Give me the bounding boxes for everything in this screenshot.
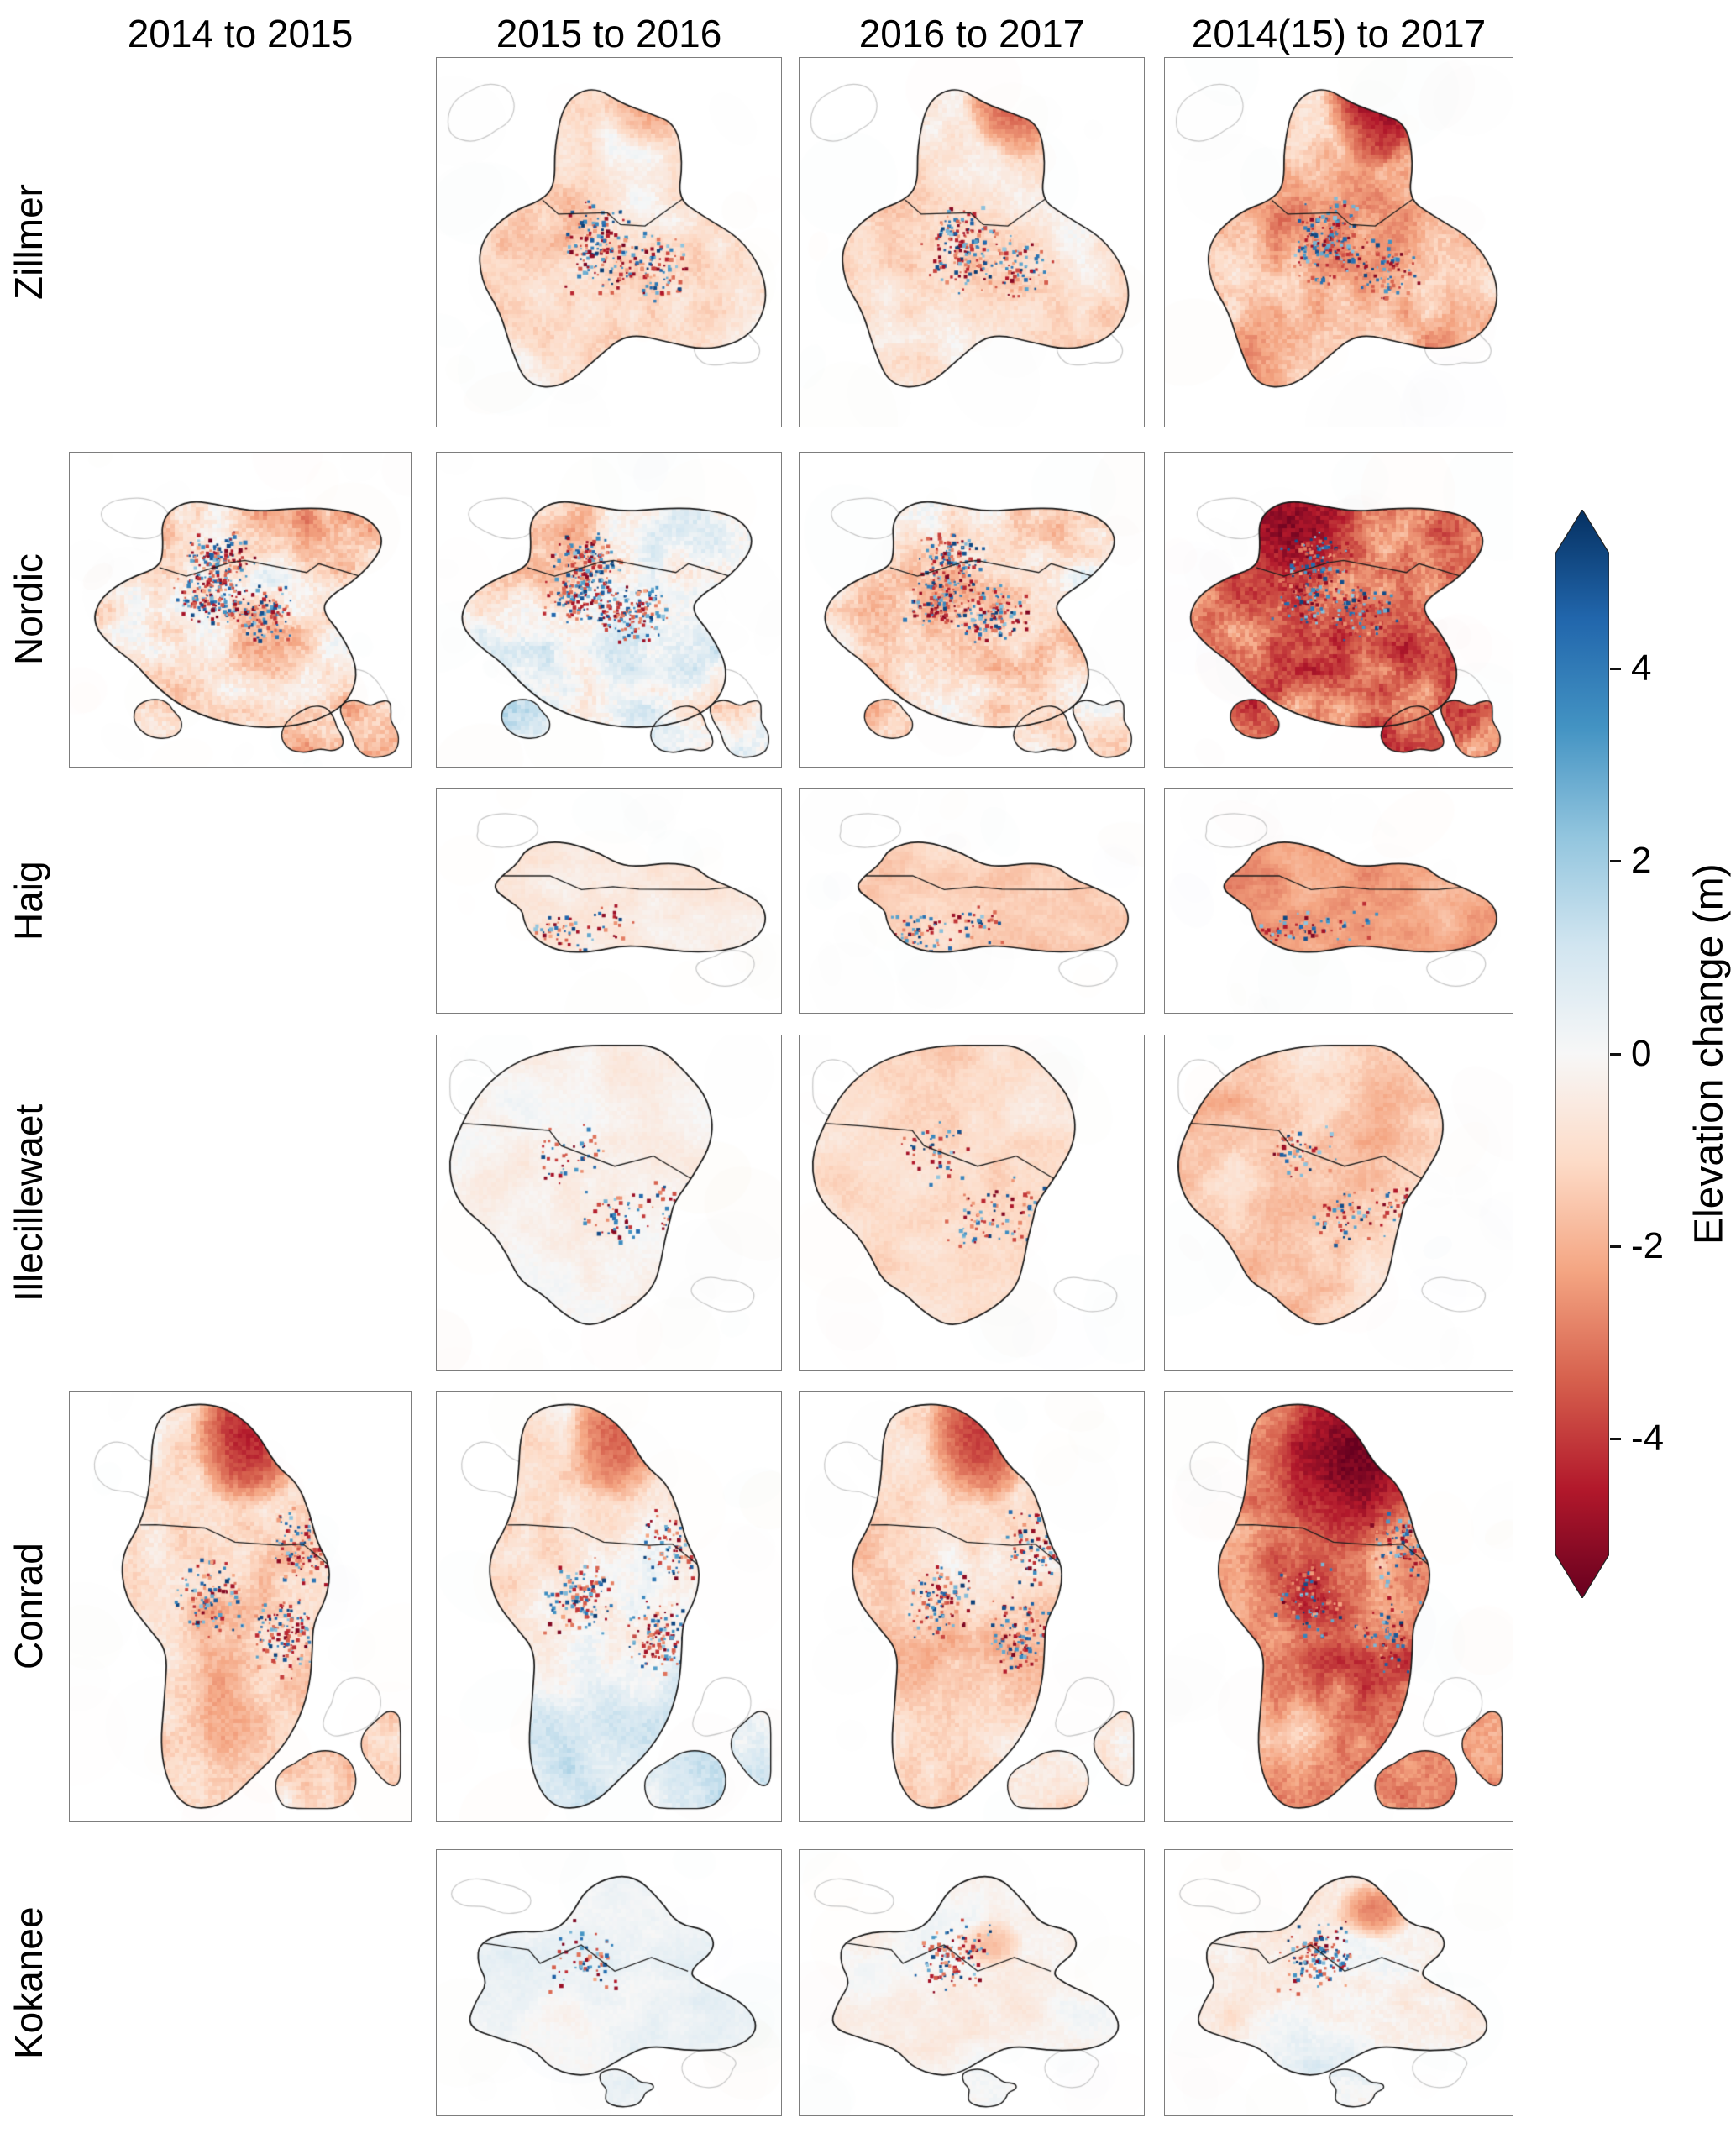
elevation-change-map-canvas [800, 453, 1144, 767]
row-label-nordic: Nordic [7, 553, 50, 666]
elevation-change-map-canvas [437, 789, 781, 1013]
map-panel-kokanee-2015-to-2016 [436, 1849, 782, 2116]
column-header-2016-to-2017: 2016 to 2017 [858, 12, 1085, 55]
elevation-change-map-canvas [800, 58, 1144, 427]
elevation-change-map-canvas [437, 1392, 781, 1821]
colorbar-ticklabel-n2: -2 [1631, 1225, 1665, 1266]
map-panel-conrad-2016-to-2017 [799, 1391, 1145, 1822]
map-panel-zillmer-2016-to-2017 [799, 57, 1145, 427]
colorbar-tickmark-n4 [1610, 1438, 1621, 1440]
row-label-kokanee: Kokanee [7, 1906, 50, 2059]
map-panel-haig-2016-to-2017 [799, 788, 1145, 1014]
elevation-change-map-canvas [1165, 1035, 1513, 1370]
map-panel-conrad-2015-to-2016 [436, 1391, 782, 1822]
map-panel-nordic-2014-to-2015 [69, 452, 412, 768]
colorbar-tickmark-2 [1610, 860, 1621, 862]
map-panel-zillmer-2014-15-to-2017 [1164, 57, 1513, 427]
elevation-change-map-canvas [437, 453, 781, 767]
elevation-change-map-canvas [437, 1035, 781, 1370]
map-panel-conrad-2014-to-2015 [69, 1391, 412, 1822]
row-label-haig: Haig [7, 861, 50, 941]
column-header-2014-15-to-2017: 2014(15) to 2017 [1191, 12, 1487, 55]
colorbar-tickmark-n2 [1610, 1245, 1621, 1248]
elevation-change-map-canvas [1165, 58, 1513, 427]
row-label-zillmer: Zillmer [7, 184, 50, 301]
elevation-change-map-canvas [437, 1850, 781, 2115]
colorbar-ticklabel-2: 2 [1631, 840, 1652, 881]
colorbar-ticklabel-n4: -4 [1631, 1418, 1665, 1459]
elevation-change-map-canvas [70, 1392, 411, 1821]
map-panel-kokanee-2014-15-to-2017 [1164, 1849, 1513, 2116]
colorbar-gradient [1555, 510, 1609, 1598]
row-label-conrad: Conrad [7, 1543, 50, 1670]
elevation-change-map-canvas [800, 789, 1144, 1013]
elevation-change-map-canvas [1165, 1850, 1513, 2115]
map-panel-haig-2014-15-to-2017 [1164, 788, 1513, 1014]
map-panel-illecillewaet-2014-15-to-2017 [1164, 1035, 1513, 1371]
row-label-illecillewaet: Illecillewaet [7, 1103, 50, 1302]
map-panel-conrad-2014-15-to-2017 [1164, 1391, 1513, 1822]
map-panel-illecillewaet-2016-to-2017 [799, 1035, 1145, 1371]
elevation-change-map-canvas [800, 1392, 1144, 1821]
elevation-change-map-canvas [1165, 1392, 1513, 1821]
colorbar-ticklabel-4: 4 [1631, 647, 1652, 689]
colorbar-tickmark-0 [1610, 1053, 1621, 1056]
map-panel-haig-2015-to-2016 [436, 788, 782, 1014]
elevation-change-map-canvas [70, 453, 411, 767]
elevation-change-map-canvas [437, 58, 781, 427]
map-panel-zillmer-2015-to-2016 [436, 57, 782, 427]
map-panel-nordic-2014-15-to-2017 [1164, 452, 1513, 768]
elevation-change-map-canvas [800, 1850, 1144, 2115]
map-panel-illecillewaet-2015-to-2016 [436, 1035, 782, 1371]
elevation-change-map-canvas [800, 1035, 1144, 1370]
colorbar-axis-label: Elevation change (m) [1686, 863, 1732, 1245]
column-header-2015-to-2016: 2015 to 2016 [496, 12, 722, 55]
elevation-change-map-canvas [1165, 789, 1513, 1013]
colorbar-ticklabel-0: 0 [1631, 1033, 1652, 1074]
map-panel-kokanee-2016-to-2017 [799, 1849, 1145, 2116]
column-header-2014-to-2015: 2014 to 2015 [127, 12, 354, 55]
colorbar-tickmark-4 [1610, 668, 1621, 670]
map-panel-nordic-2015-to-2016 [436, 452, 782, 768]
elevation-change-map-canvas [1165, 453, 1513, 767]
map-panel-nordic-2016-to-2017 [799, 452, 1145, 768]
